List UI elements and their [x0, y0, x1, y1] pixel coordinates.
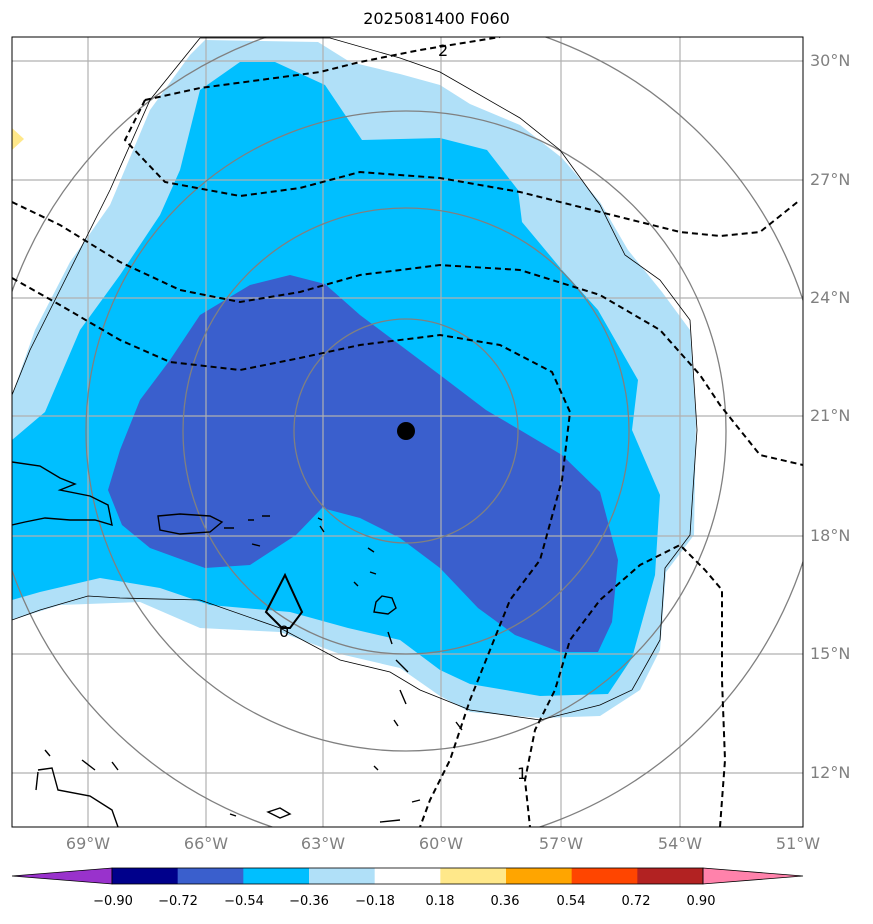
lon-label-54w: 54°W — [657, 834, 703, 853]
colorbar-segment — [440, 868, 507, 884]
colorbar-tick-label: −0.18 — [355, 894, 395, 909]
positive-shade-edge — [12, 128, 24, 150]
colorbar-segment — [637, 868, 704, 884]
colorbar-tick-label: −0.90 — [93, 894, 133, 909]
lat-label-18n: 18°N — [810, 526, 851, 545]
storm-center-marker — [397, 422, 415, 440]
lat-label-24n: 24°N — [810, 288, 851, 307]
lon-label-60w: 60°W — [418, 834, 464, 853]
lon-label-69w: 69°W — [65, 834, 111, 853]
lat-label-21n: 21°N — [810, 406, 851, 425]
contour-label-0: 0 — [279, 622, 289, 641]
lon-label-57w: 57°W — [538, 834, 584, 853]
lat-label-30n: 30°N — [810, 51, 851, 70]
colorbar-tick-label: 0.36 — [490, 894, 520, 909]
colorbar-segment — [571, 868, 638, 884]
colorbar-extend-low — [11, 867, 113, 885]
lat-label-27n: 27°N — [810, 170, 851, 189]
colorbar-segment — [177, 868, 244, 884]
outer-boundary-line — [12, 37, 698, 721]
dashed-contours — [12, 37, 803, 827]
colorbar-tick-label: 0.18 — [425, 894, 455, 909]
plot-frame — [11, 36, 804, 828]
lat-label-15n: 15°N — [810, 644, 851, 663]
coastlines — [12, 461, 463, 827]
lon-label-51w: 51°W — [775, 834, 821, 853]
colorbar-extend-high — [702, 867, 804, 885]
colorbar-outline — [111, 867, 704, 885]
colorbar-tick-label: 0.90 — [686, 894, 716, 909]
solid-contour-zero — [264, 572, 304, 629]
map-title: 2025081400 F060 — [363, 9, 510, 28]
colorbar-segment — [309, 868, 376, 884]
lat-label-12n: 12°N — [810, 763, 851, 782]
colorbar-tick-label: 0.54 — [556, 894, 586, 909]
colorbar-tick-label: −0.36 — [289, 894, 329, 909]
colorbar-tick-label: −0.72 — [158, 894, 198, 909]
colorbar-tick-label: 0.72 — [621, 894, 651, 909]
contour-label-1: 1 — [517, 764, 527, 783]
colorbar-segment — [243, 868, 310, 884]
colorbar-tick-label: −0.54 — [224, 894, 264, 909]
lon-label-66w: 66°W — [183, 834, 229, 853]
colorbar-segment — [112, 868, 179, 884]
contour-label-2: 2 — [438, 41, 448, 60]
range-rings — [12, 37, 803, 827]
colorbar-segment — [374, 868, 441, 884]
colorbar — [11, 867, 804, 885]
colorbar-segment — [506, 868, 573, 884]
lon-label-63w: 63°W — [300, 834, 346, 853]
